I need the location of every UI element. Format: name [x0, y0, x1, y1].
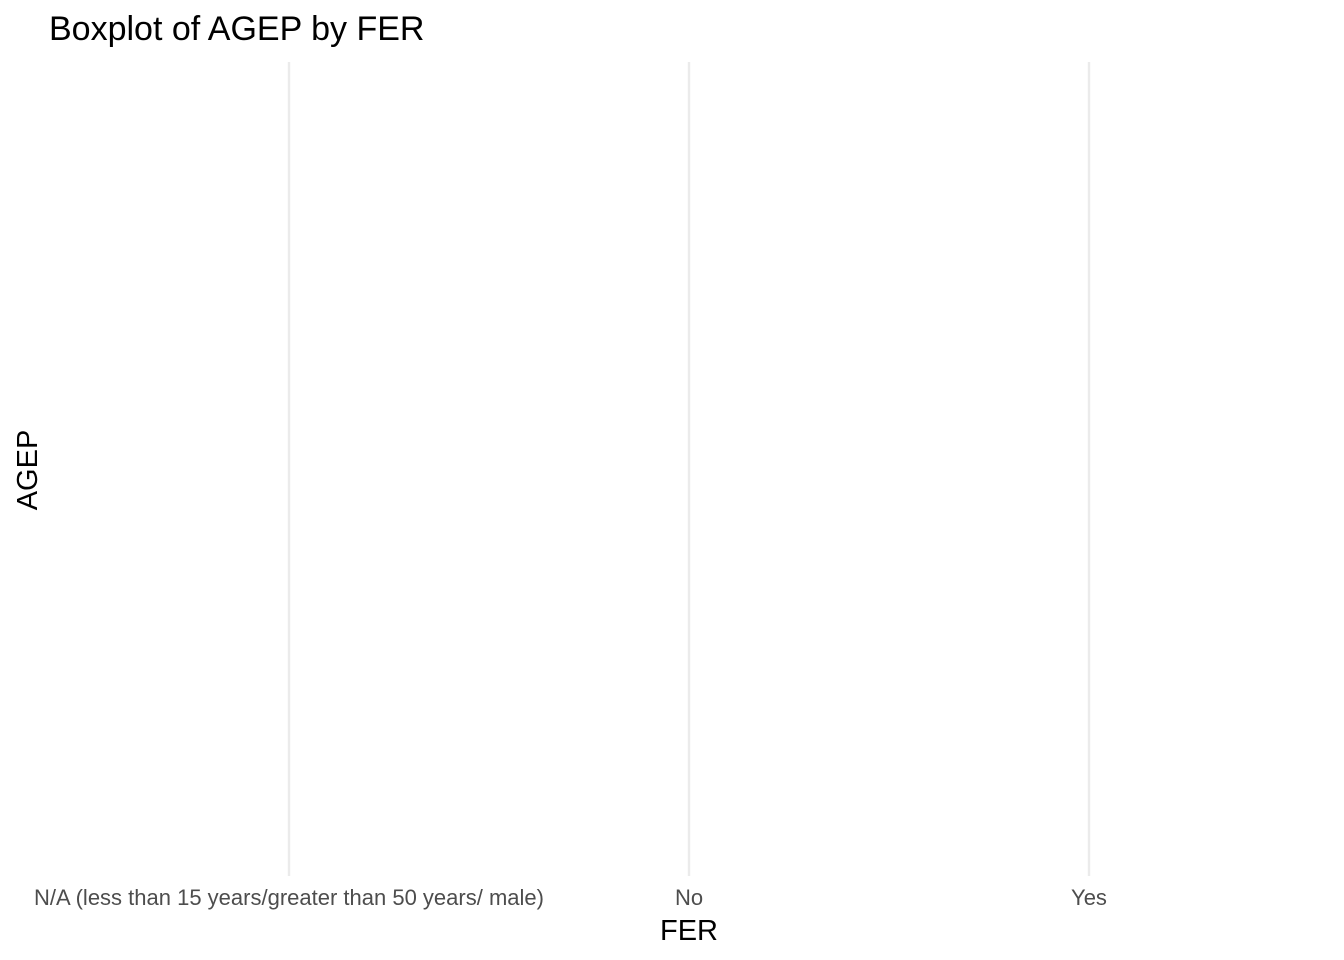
- x-axis-title: FER: [660, 915, 718, 947]
- x-tick-label: No: [675, 885, 703, 910]
- x-tick-labels: N/A (less than 15 years/greater than 50 …: [34, 885, 1107, 910]
- y-axis-title: AGEP: [12, 430, 44, 511]
- x-tick-label: N/A (less than 15 years/greater than 50 …: [34, 885, 544, 910]
- x-tick-label: Yes: [1071, 885, 1107, 910]
- chart-title: Boxplot of AGEP by FER: [49, 10, 424, 48]
- gridlines: [287, 62, 1091, 876]
